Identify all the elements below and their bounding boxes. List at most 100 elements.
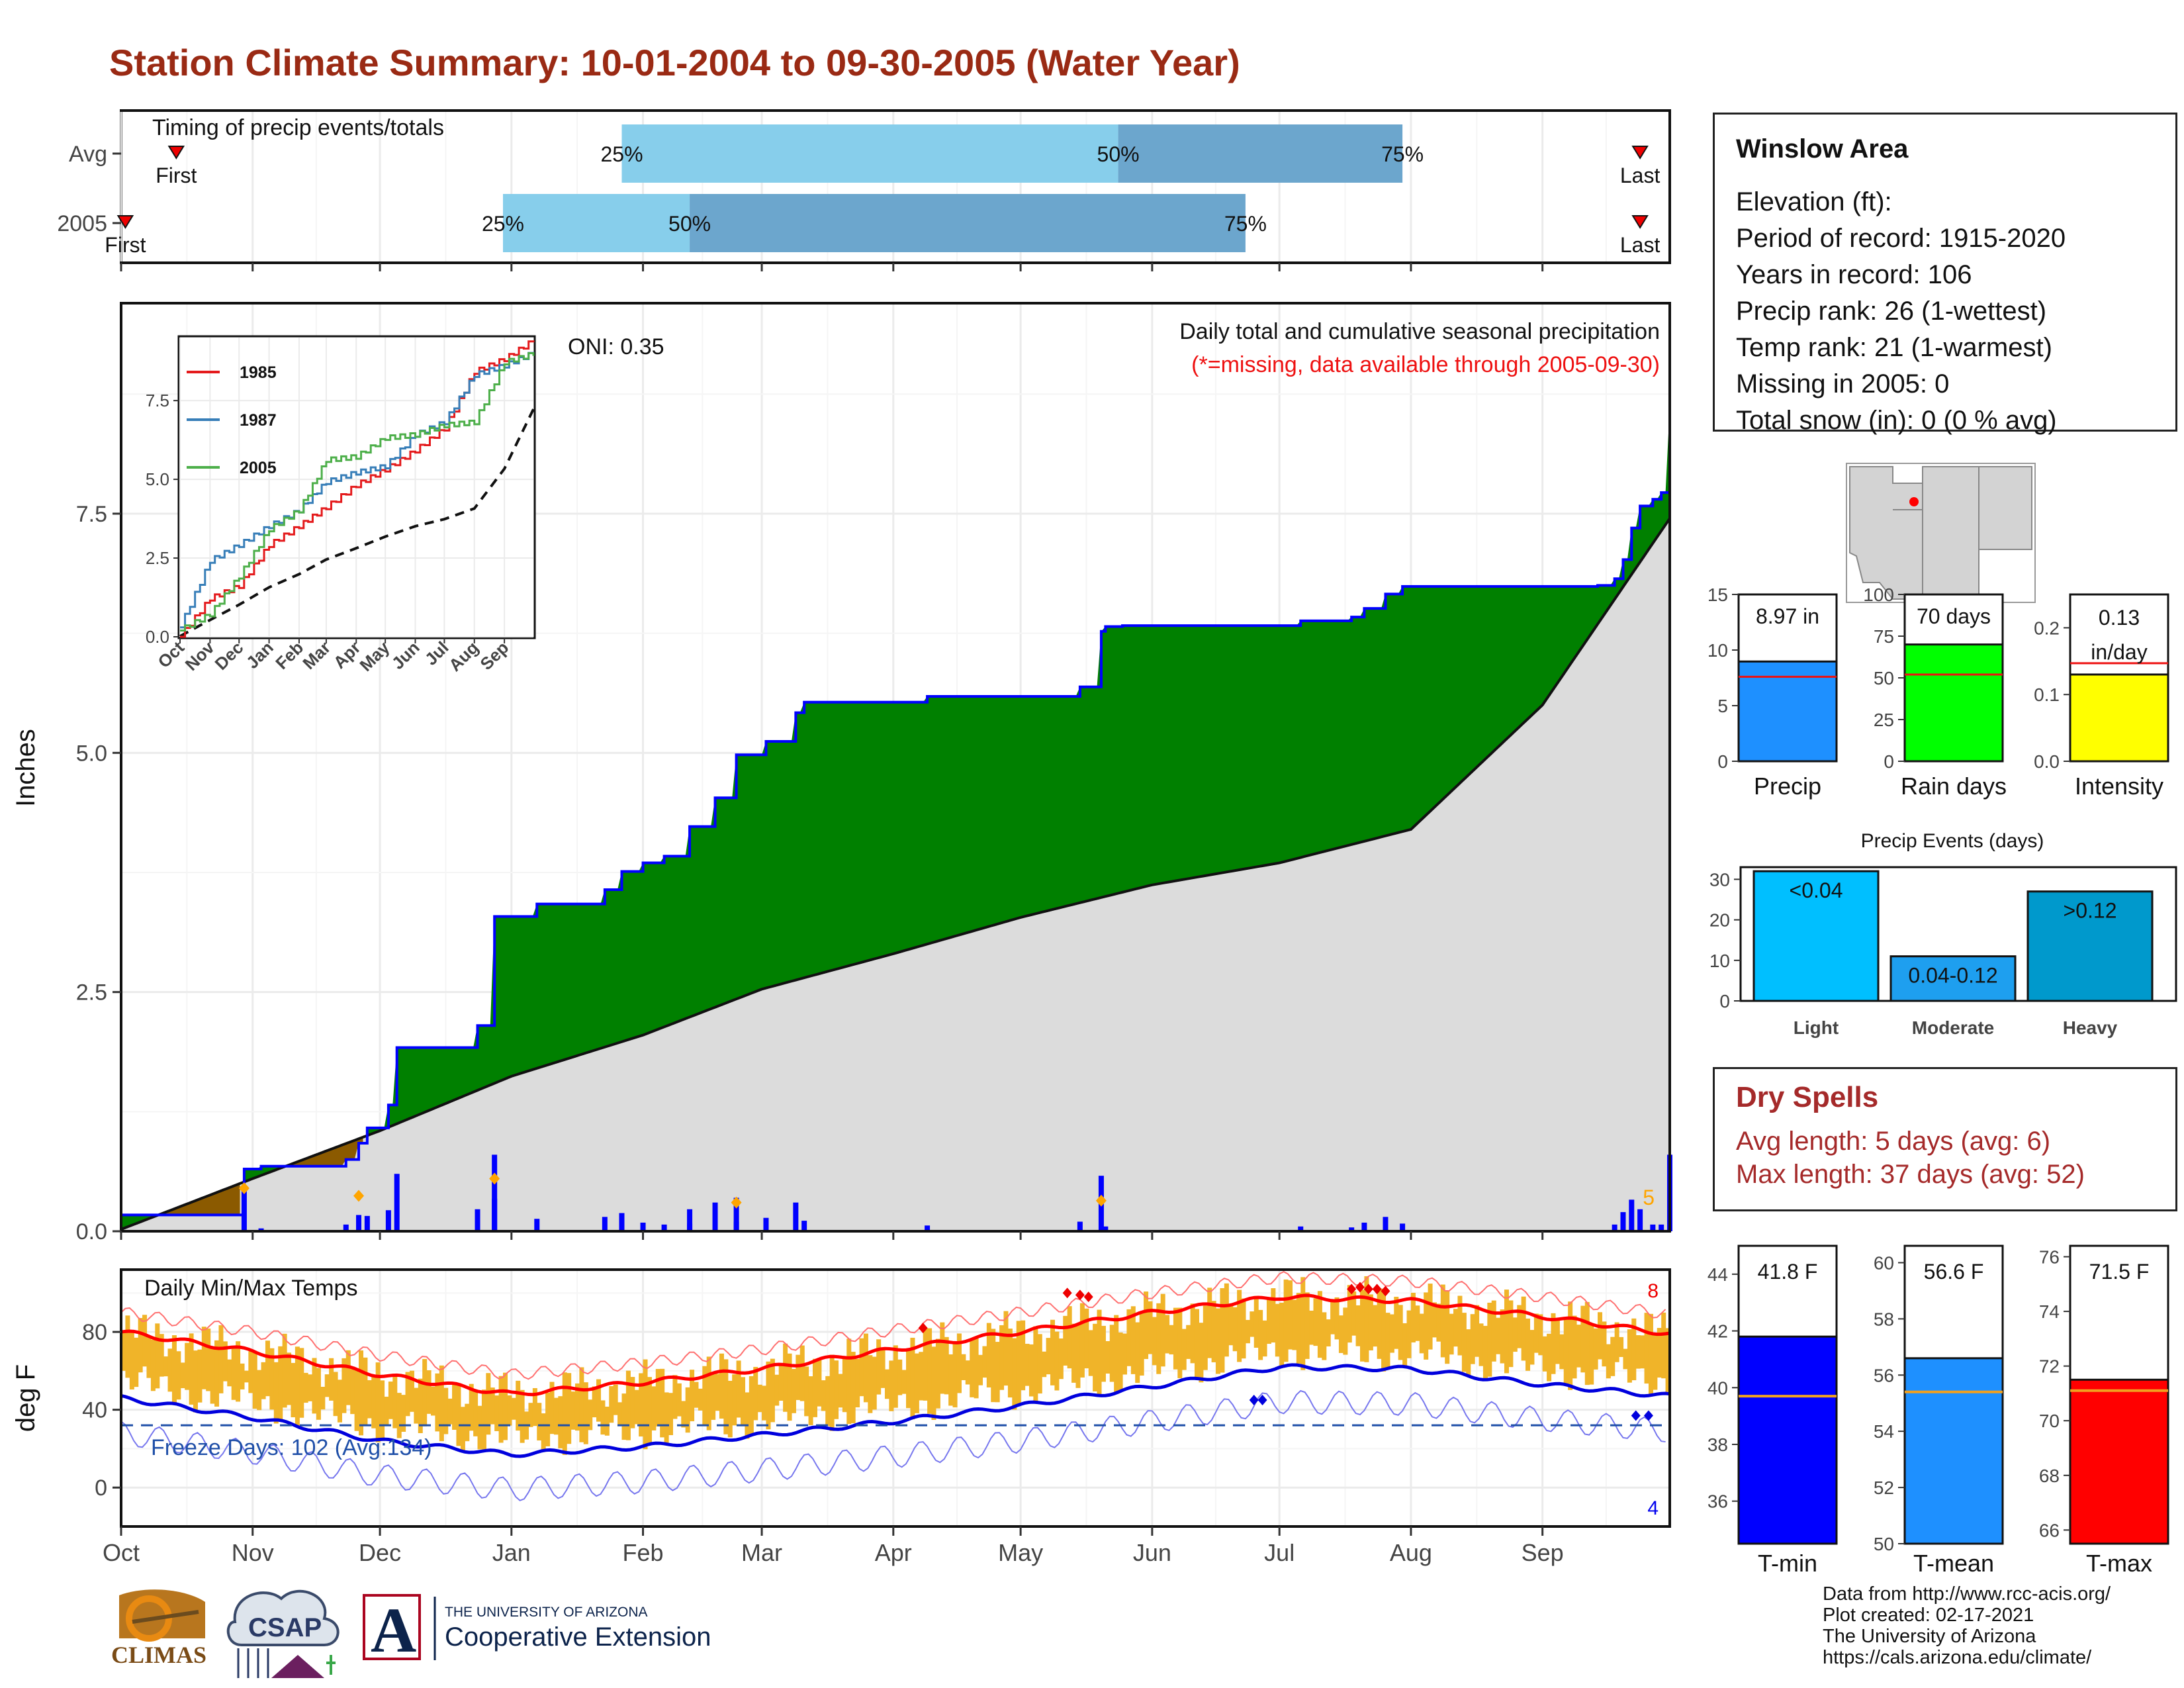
summary-bar-name: Precip: [1754, 773, 1821, 800]
temp-summary-label: 71.5 F: [2089, 1260, 2150, 1284]
month-x-tick-label: Feb: [623, 1539, 664, 1566]
daily-temp-bar: [690, 1370, 695, 1422]
temp-summary-y-tick-label: 36: [1707, 1491, 1728, 1512]
station-total-snow: Total snow (in): 0 (0 % avg): [1736, 406, 2057, 435]
daily-temp-bar: [1368, 1294, 1373, 1351]
daily-temp-bar: [1093, 1323, 1098, 1391]
daily-temp-bar: [914, 1353, 919, 1413]
daily-precip-bar: [1361, 1222, 1367, 1231]
average-max-line: [120, 1293, 1670, 1397]
daily-temp-bar: [872, 1356, 877, 1410]
temp-summary-y-tick-label: 72: [2039, 1356, 2060, 1377]
temp-summary-y-tick-label: 60: [1874, 1252, 1894, 1273]
daily-temp-bar: [630, 1377, 635, 1429]
month-x-tick-label: Mar: [741, 1539, 782, 1566]
daily-temp-bar: [125, 1315, 130, 1378]
summary-bar-label: 8.97 in: [1756, 604, 1819, 628]
daily-temp-bar: [1292, 1299, 1297, 1350]
daily-temp-bar: [1665, 1328, 1670, 1392]
daily-temp-bar: [520, 1389, 525, 1443]
month-x-tick-label: Dec: [359, 1539, 401, 1566]
daily-temp-bar: [1071, 1323, 1077, 1383]
temp-summary-y-tick-label: 50: [1874, 1534, 1894, 1554]
daily-precip-bar: [492, 1154, 498, 1231]
daily-temp-bar: [799, 1345, 805, 1401]
daily-temp-bar: [1097, 1309, 1102, 1395]
daily-temp-bar: [1640, 1335, 1645, 1369]
summary-y-tick-label: 15: [1707, 585, 1728, 605]
daily-temp-bar: [804, 1366, 809, 1417]
daily-temp-bar: [1512, 1317, 1518, 1352]
daily-temp-bar: [222, 1341, 228, 1382]
daily-temp-bar: [1330, 1299, 1336, 1335]
record-low-marker: [1249, 1394, 1259, 1405]
record-low-marker: [1257, 1394, 1267, 1405]
daily-temp-bar: [931, 1346, 936, 1420]
temp-summary-label: 56.6 F: [1924, 1260, 1984, 1284]
daily-temp-bar: [850, 1352, 856, 1423]
daily-precip-bar: [687, 1209, 693, 1231]
climas-logo: CLIMAS: [111, 1589, 206, 1668]
daily-temp-bar: [846, 1338, 852, 1425]
inset-y-tick-label: 0.0: [146, 627, 169, 647]
daily-temp-bar: [859, 1338, 864, 1397]
timing-bar-lower-Avg: [621, 124, 1118, 183]
temp-summary-y-tick-label: 42: [1707, 1321, 1728, 1342]
daily-temp-bar: [1177, 1307, 1183, 1378]
daily-temp-bar: [388, 1382, 393, 1419]
daily-temp-bar: [189, 1333, 194, 1405]
events-bar-name: Moderate: [1912, 1017, 1994, 1038]
daily-temp-bar: [736, 1360, 741, 1418]
daily-temp-bar: [1003, 1311, 1009, 1386]
daily-temp-bar: [1224, 1283, 1229, 1357]
daily-temp-bar: [574, 1383, 580, 1431]
daily-precip-bar: [1659, 1224, 1664, 1231]
daily-precip-bar: [1612, 1224, 1617, 1231]
daily-temp-bar: [490, 1387, 495, 1425]
daily-temp-bar: [1394, 1297, 1399, 1349]
summary-y-tick-label: 5: [1717, 696, 1728, 716]
daily-temp-bar: [1584, 1301, 1590, 1385]
temp-summary-y-tick-label: 44: [1707, 1264, 1728, 1285]
daily-temp-bar: [537, 1403, 542, 1441]
daily-temp-bar: [1101, 1325, 1106, 1382]
heavy-event-marker: [353, 1190, 365, 1202]
daily-temp-bar: [1216, 1308, 1221, 1374]
daily-temp-bar: [579, 1367, 584, 1442]
daily-precip-bar: [1103, 1226, 1109, 1231]
daily-temp-bar: [1322, 1312, 1327, 1360]
daily-temp-bar: [240, 1363, 245, 1389]
credits: Data from http://www.rcc-acis.org/ Plot …: [1823, 1583, 2111, 1668]
daily-temp-bar: [1139, 1312, 1144, 1376]
month-x-tick-label: Sep: [1522, 1539, 1564, 1566]
daily-temp-bar: [452, 1382, 457, 1430]
daily-temp-bar: [549, 1382, 555, 1434]
daily-temp-bar: [1338, 1315, 1343, 1353]
temp-summary-y-tick-label: 58: [1874, 1309, 1894, 1329]
daily-precip-bar: [534, 1219, 540, 1231]
inset-legend-label: 2005: [240, 459, 277, 477]
daily-temp-bar: [1517, 1305, 1522, 1348]
daily-temp-bar: [1606, 1344, 1611, 1379]
temp-summary-charts: 41.8 F 36 38 40 42 44 T-min 56.6 F 50 52 54 56 58 60 T…: [1707, 1244, 2169, 1577]
daily-temp-bar: [1194, 1309, 1199, 1378]
daily-temp-bar: [1453, 1309, 1459, 1347]
precip-y-tick-label: 0.0: [76, 1219, 107, 1244]
timing-panel: 25% 50% 75% First Last 25% 50% 75% First Last Tim…: [57, 109, 1671, 271]
daily-temp-bar: [774, 1374, 780, 1406]
daily-temp-bar: [516, 1380, 521, 1431]
heavy-event-marker: [489, 1172, 500, 1185]
svg-text:CLIMAS: CLIMAS: [111, 1642, 206, 1668]
events-y-tick-label: 30: [1709, 869, 1730, 890]
daily-temp-bar: [1402, 1323, 1408, 1368]
credit-data-source: Data from http://www.rcc-acis.org/: [1823, 1583, 2111, 1605]
average-cumulative-line: [120, 518, 1671, 1231]
daily-temp-bar: [392, 1374, 398, 1429]
daily-temp-bar: [1126, 1309, 1132, 1366]
daily-temp-bar: [1144, 1291, 1149, 1360]
daily-temp-bar: [613, 1384, 618, 1415]
daily-temp-bar: [1296, 1293, 1301, 1364]
summary-y-tick-label: 0: [1884, 751, 1894, 772]
daily-temp-bar: [129, 1330, 134, 1390]
